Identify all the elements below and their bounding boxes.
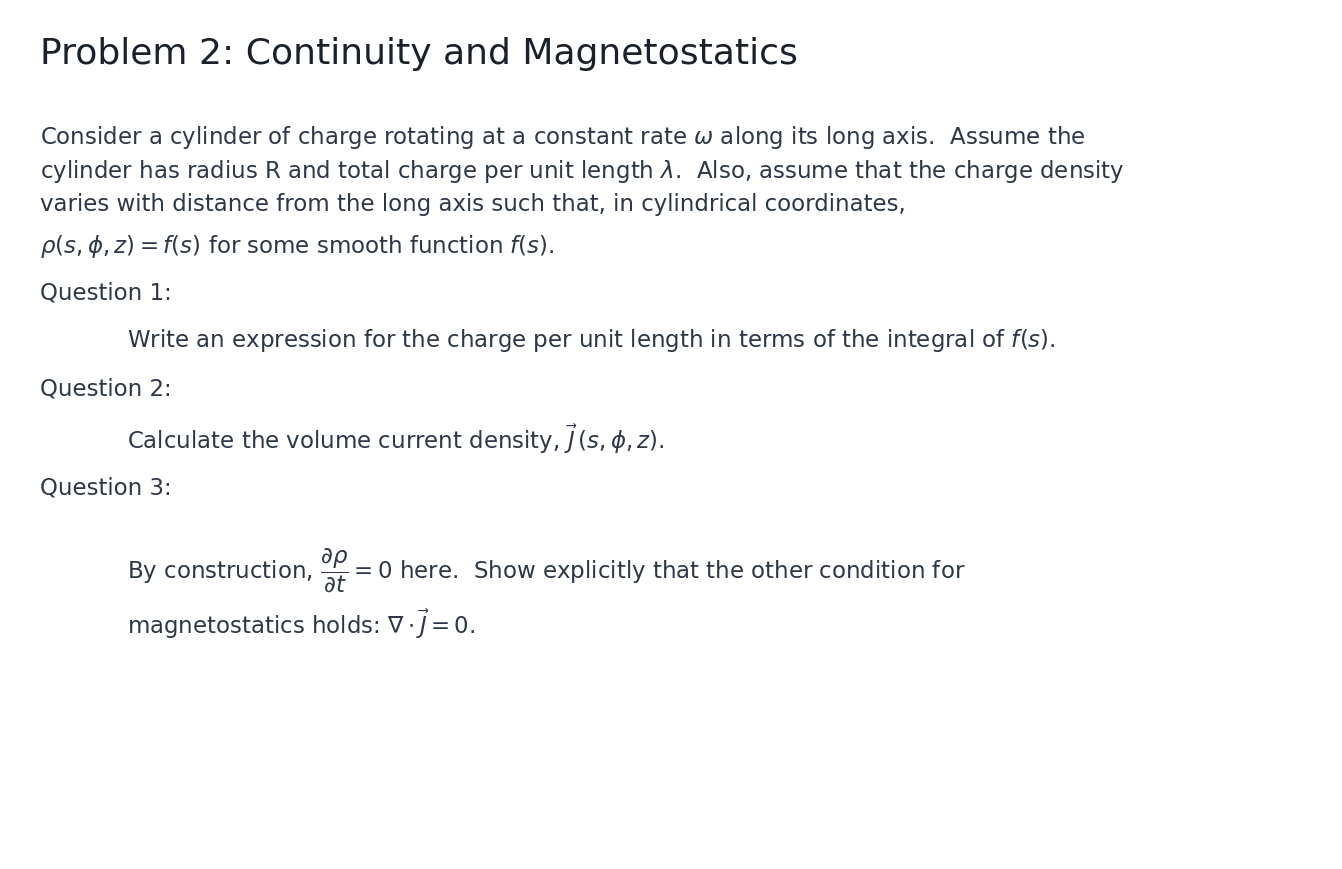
- Text: Consider a cylinder of charge rotating at a constant rate $\omega$ along its lon: Consider a cylinder of charge rotating a…: [40, 123, 1086, 150]
- Text: By construction, $\dfrac{\partial\rho}{\partial t} = 0$ here.  Show explicitly t: By construction, $\dfrac{\partial\rho}{\…: [127, 546, 966, 594]
- Text: cylinder has radius R and total charge per unit length $\lambda$.  Also, assume : cylinder has radius R and total charge p…: [40, 158, 1125, 185]
- Text: magnetostatics holds: $\nabla \cdot \vec{J} = 0$.: magnetostatics holds: $\nabla \cdot \vec…: [127, 607, 476, 640]
- Text: Question 3:: Question 3:: [40, 476, 172, 499]
- Text: $\rho(s, \phi, z) = f(s)$ for some smooth function $f(s)$.: $\rho(s, \phi, z) = f(s)$ for some smoot…: [40, 233, 554, 260]
- Text: Question 1:: Question 1:: [40, 282, 172, 304]
- Text: Calculate the volume current density, $\vec{J}\,(s, \phi, z)$.: Calculate the volume current density, $\…: [127, 422, 666, 455]
- Text: Write an expression for the charge per unit length in terms of the integral of $: Write an expression for the charge per u…: [127, 327, 1056, 354]
- Text: Question 2:: Question 2:: [40, 377, 172, 400]
- Text: varies with distance from the long axis such that, in cylindrical coordinates,: varies with distance from the long axis …: [40, 193, 906, 216]
- Text: Problem 2: Continuity and Magnetostatics: Problem 2: Continuity and Magnetostatics: [40, 36, 798, 70]
